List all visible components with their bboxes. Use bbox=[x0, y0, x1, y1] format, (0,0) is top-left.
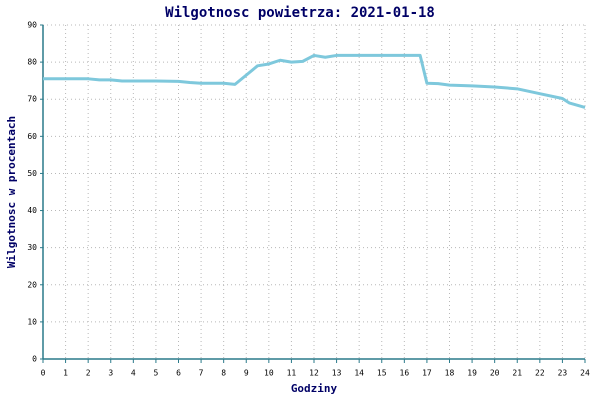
y-tick-label: 50 bbox=[27, 169, 37, 178]
x-tick-label: 1 bbox=[63, 369, 68, 378]
x-tick-label: 4 bbox=[131, 369, 136, 378]
y-tick-label: 60 bbox=[27, 132, 37, 141]
x-tick-label: 20 bbox=[490, 369, 500, 378]
x-tick-label: 12 bbox=[309, 369, 319, 378]
x-tick-label: 16 bbox=[400, 369, 410, 378]
x-tick-label: 21 bbox=[512, 369, 522, 378]
x-tick-label: 5 bbox=[154, 369, 159, 378]
x-tick-label: 24 bbox=[580, 369, 590, 378]
x-tick-label: 14 bbox=[354, 369, 364, 378]
data-line bbox=[43, 53, 586, 109]
y-tick-label: 90 bbox=[27, 21, 37, 30]
x-tick-label: 2 bbox=[86, 369, 91, 378]
y-tick-label: 0 bbox=[32, 355, 37, 364]
x-tick-label: 6 bbox=[176, 369, 181, 378]
x-tick-label: 3 bbox=[108, 369, 113, 378]
x-tick-label: 17 bbox=[422, 369, 432, 378]
chart-title: Wilgotnosc powietrza: 2021-01-18 bbox=[165, 5, 435, 21]
y-tick-label: 80 bbox=[27, 58, 37, 67]
y-tick-label: 40 bbox=[27, 206, 37, 215]
y-tick-label: 30 bbox=[27, 243, 37, 252]
x-tick-label: 19 bbox=[467, 369, 477, 378]
x-tick-label: 9 bbox=[244, 369, 249, 378]
x-tick-label: 8 bbox=[221, 369, 226, 378]
x-tick-label: 18 bbox=[445, 369, 455, 378]
x-tick-label: 7 bbox=[199, 369, 204, 378]
y-tick-label: 70 bbox=[27, 95, 37, 104]
y-axis-label: Wilgotnosc w procentach bbox=[5, 116, 18, 268]
x-tick-label: 10 bbox=[264, 369, 274, 378]
x-tick-label: 13 bbox=[332, 369, 342, 378]
x-tick-label: 22 bbox=[535, 369, 545, 378]
x-tick-label: 0 bbox=[41, 369, 46, 378]
x-tick-label: 15 bbox=[377, 369, 387, 378]
y-tick-label: 10 bbox=[27, 317, 37, 326]
x-tick-label: 11 bbox=[287, 369, 297, 378]
x-tick-label: 23 bbox=[558, 369, 568, 378]
y-tick-label: 20 bbox=[27, 280, 37, 289]
x-axis-label: Godziny bbox=[291, 382, 338, 395]
